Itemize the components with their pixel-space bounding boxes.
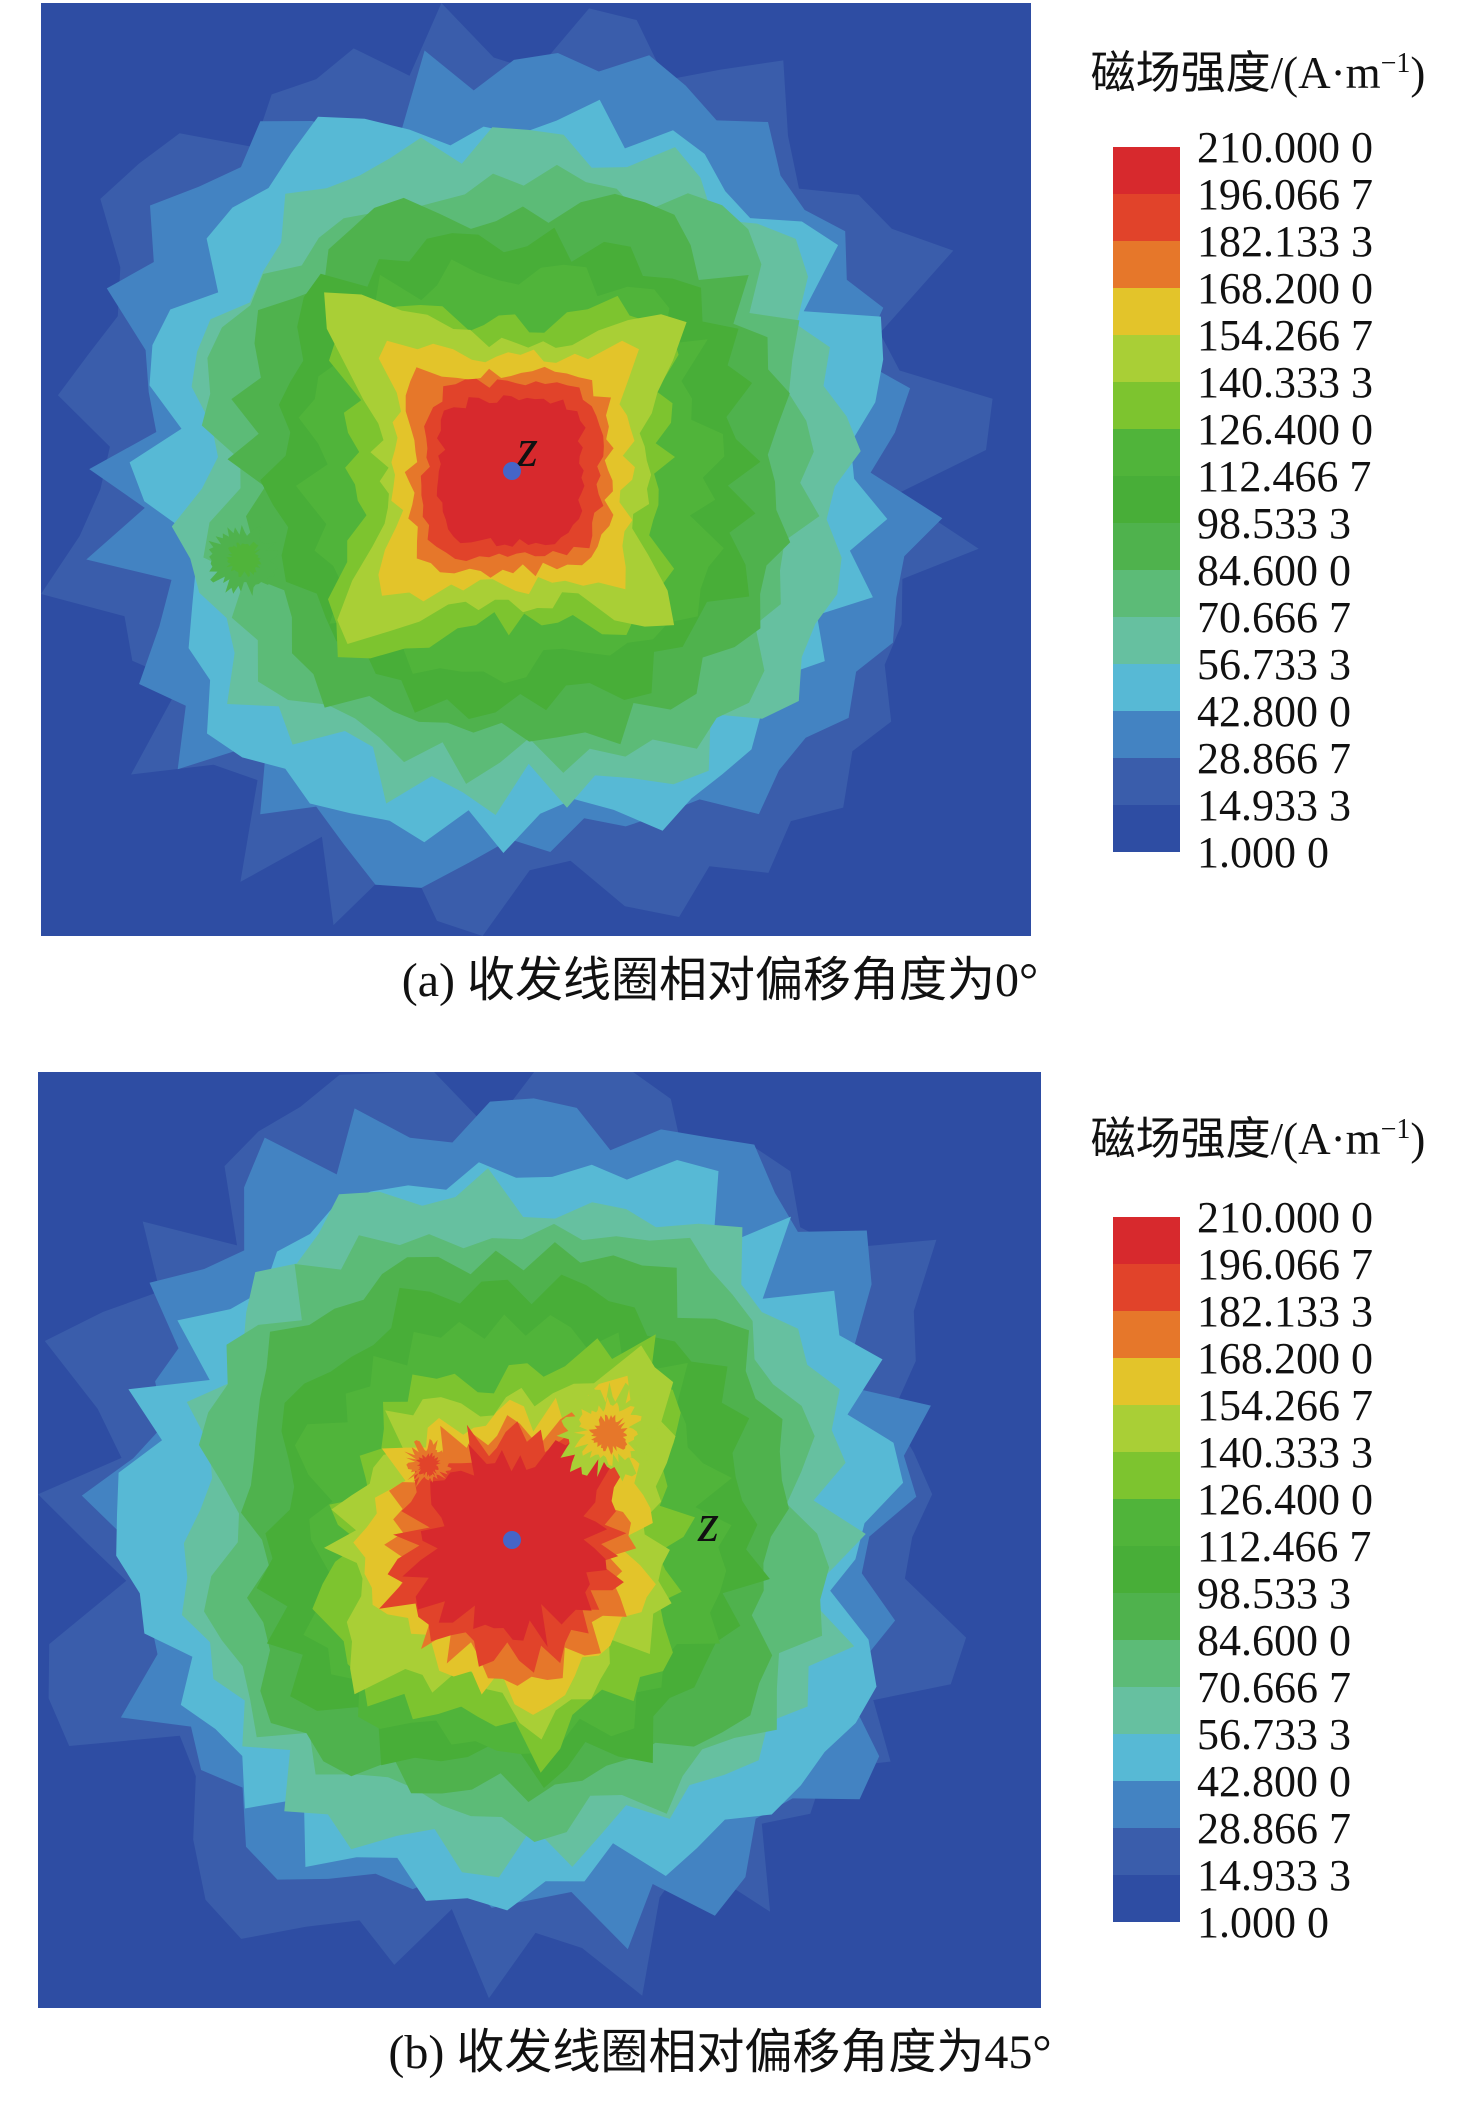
colorbar-title-text: 磁场强度/(A·m: [1090, 1114, 1381, 1164]
colorbar-tick-label: 154.266 7: [1197, 311, 1373, 360]
colorbar-tick-label: 1.000 0: [1197, 1898, 1329, 1947]
colorbar-tick-label: 168.200 0: [1197, 264, 1373, 313]
colorbar-segment: [1113, 805, 1180, 852]
colorbar-segment: [1113, 1687, 1180, 1734]
colorbar-tick-label: 14.933 3: [1197, 781, 1351, 830]
colorbar-tick-label: 140.333 3: [1197, 358, 1373, 407]
z-marker-label-a: z: [517, 418, 539, 478]
colorbar-tick-label: 196.066 7: [1197, 170, 1373, 219]
contour-band: [588, 1414, 628, 1455]
colorbar-tick-label: 98.533 3: [1197, 499, 1351, 548]
colorbar-segment: [1113, 194, 1180, 241]
colorbar-segment: [1113, 1734, 1180, 1781]
colorbar-segment: [1113, 1499, 1180, 1546]
colorbar-tick-label: 98.533 3: [1197, 1569, 1351, 1618]
colorbar-tick-label: 84.600 0: [1197, 546, 1351, 595]
colorbar-ticks-a: 210.000 0 196.066 7 182.133 3 168.200 0 154.…: [1197, 124, 1373, 876]
colorbar-ticks-b: 210.000 0 196.066 7 182.133 3 168.200 0 154.…: [1197, 1194, 1373, 1946]
colorbar-segment: [1113, 147, 1180, 194]
colorbar-tick-label: 28.866 7: [1197, 1804, 1351, 1853]
colorbar-segment: [1113, 664, 1180, 711]
colorbar-title-exponent: −1: [1380, 1114, 1411, 1145]
colorbar-b: [1113, 1217, 1180, 1922]
center-point-marker-a: [503, 462, 521, 480]
colorbar-tick-label: 42.800 0: [1197, 687, 1351, 736]
contour-plot-a: z: [41, 3, 1031, 936]
contour-band: [226, 541, 262, 578]
colorbar-title-exponent: −1: [1380, 48, 1411, 79]
colorbar-segment: [1113, 1546, 1180, 1593]
colorbar-segment: [1113, 1452, 1180, 1499]
colorbar-segment: [1113, 1828, 1180, 1875]
colorbar-tick-label: 112.466 7: [1197, 452, 1372, 501]
colorbar-tick-label: 42.800 0: [1197, 1757, 1351, 1806]
colorbar-legend-b: 磁场强度/(A·m−1) 210.000 0 196.066 7 182.133 3…: [1040, 1112, 1476, 1972]
colorbar-segment: [1113, 1217, 1180, 1264]
colorbar-title-a: 磁场强度/(A·m−1): [1040, 46, 1476, 100]
center-point-marker-b: [503, 1531, 521, 1549]
colorbar-tick-label: 56.733 3: [1197, 640, 1351, 689]
colorbar-segment: [1113, 476, 1180, 523]
colorbar-segment: [1113, 288, 1180, 335]
colorbar-tick-label: 182.133 3: [1197, 1287, 1373, 1336]
colorbar-tick-label: 140.333 3: [1197, 1428, 1373, 1477]
colorbar-segment: [1113, 617, 1180, 664]
colorbar-title-suffix: ): [1410, 48, 1426, 98]
colorbar-tick-label: 112.466 7: [1197, 1522, 1372, 1571]
colorbar-title-b: 磁场强度/(A·m−1): [1040, 1112, 1476, 1166]
colorbar-segment: [1113, 1358, 1180, 1405]
colorbar-segment: [1113, 1311, 1180, 1358]
colorbar-tick-label: 70.666 7: [1197, 1663, 1351, 1712]
colorbar-tick-label: 1.000 0: [1197, 828, 1329, 877]
contour-canvas-b: [38, 1072, 1041, 2008]
colorbar-segment: [1113, 1640, 1180, 1687]
colorbar-segment: [1113, 1264, 1180, 1311]
colorbar-tick-label: 126.400 0: [1197, 1475, 1373, 1524]
contour-canvas-a: [41, 3, 1031, 936]
colorbar-segment: [1113, 1405, 1180, 1452]
caption-b: (b) 收发线圈相对偏移角度为45°: [388, 2026, 1052, 2079]
colorbar-segment: [1113, 570, 1180, 617]
colorbar-segment: [1113, 758, 1180, 805]
colorbar-tick-label: 14.933 3: [1197, 1851, 1351, 1900]
colorbar-segment: [1113, 1875, 1180, 1922]
caption-a: (a) 收发线圈相对偏移角度为0°: [401, 954, 1039, 1007]
colorbar-segment: [1113, 382, 1180, 429]
colorbar-title-suffix: ): [1410, 1114, 1426, 1164]
colorbar-segment: [1113, 1593, 1180, 1640]
colorbar-segment: [1113, 523, 1180, 570]
colorbar-segment: [1113, 335, 1180, 382]
colorbar-segment: [1113, 1781, 1180, 1828]
contour-plot-b: z: [38, 1072, 1041, 2008]
colorbar-tick-label: 28.866 7: [1197, 734, 1351, 783]
colorbar-tick-label: 154.266 7: [1197, 1381, 1373, 1430]
colorbar-tick-label: 70.666 7: [1197, 593, 1351, 642]
colorbar-segment: [1113, 429, 1180, 476]
colorbar-tick-label: 210.000 0: [1197, 123, 1373, 172]
colorbar-tick-label: 126.400 0: [1197, 405, 1373, 454]
colorbar-segment: [1113, 711, 1180, 758]
colorbar-tick-label: 168.200 0: [1197, 1334, 1373, 1383]
colorbar-tick-label: 196.066 7: [1197, 1240, 1373, 1289]
colorbar-tick-label: 182.133 3: [1197, 217, 1373, 266]
colorbar-tick-label: 56.733 3: [1197, 1710, 1351, 1759]
colorbar-segment: [1113, 241, 1180, 288]
colorbar-tick-label: 210.000 0: [1197, 1193, 1373, 1242]
colorbar-title-text: 磁场强度/(A·m: [1090, 48, 1381, 98]
colorbar-a: [1113, 147, 1180, 852]
contour-band: [416, 1452, 441, 1477]
z-marker-label-b: z: [698, 1493, 720, 1553]
colorbar-legend-a: 磁场强度/(A·m−1) 210.000 0 196.066 7 182.133 3…: [1040, 46, 1476, 906]
colorbar-tick-label: 84.600 0: [1197, 1616, 1351, 1665]
